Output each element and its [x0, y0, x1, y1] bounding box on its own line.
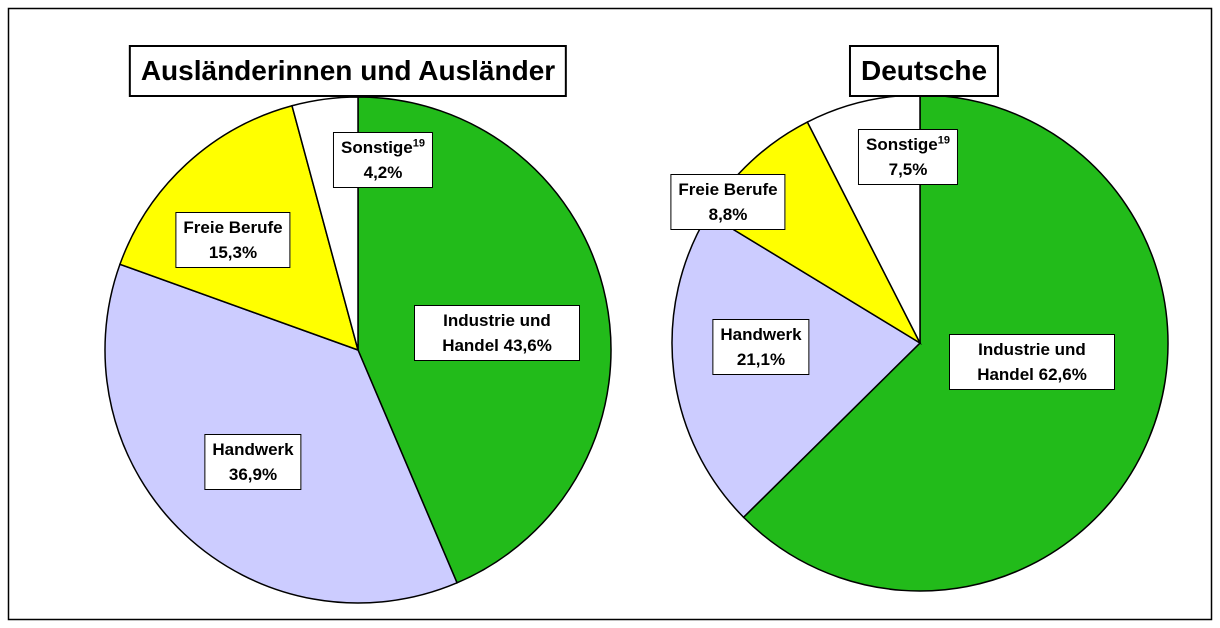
slice-label: Freie Berufe 8,8% — [670, 174, 786, 230]
slice-label: Industrie und Handel 62,6% — [949, 334, 1115, 390]
category-label: Sonstige — [340, 138, 413, 157]
chart-title: Deutsche — [848, 45, 1000, 97]
value-label: 8,8% — [708, 205, 748, 224]
category-label: Handwerk — [720, 325, 802, 344]
footnote-mark: 19 — [937, 134, 951, 147]
chart-title: Ausländerinnen und Ausländer — [128, 45, 568, 97]
category-label: Freie Berufe — [678, 180, 778, 199]
slice-label: Handwerk 21,1% — [712, 319, 810, 375]
value-label: 15,3% — [208, 243, 258, 262]
value-label: 4,2% — [363, 163, 403, 182]
slice-label: Sonstige19 4,2% — [332, 132, 434, 188]
slice-label: Sonstige19 7,5% — [857, 129, 959, 185]
value-label: 62,6% — [1038, 365, 1087, 384]
slice-label: Handwerk 36,9% — [204, 434, 302, 490]
category-label: Sonstige — [865, 135, 938, 154]
category-label: Industrie und Handel — [977, 340, 1086, 384]
value-label: 36,9% — [228, 465, 278, 484]
category-label: Industrie und Handel — [442, 311, 551, 355]
slice-label: Freie Berufe 15,3% — [175, 212, 291, 268]
footnote-mark: 19 — [412, 137, 426, 150]
value-label: 43,6% — [503, 336, 552, 355]
pie-slice — [104, 263, 459, 604]
value-label: 7,5% — [888, 160, 928, 179]
value-label: 21,1% — [736, 350, 786, 369]
category-label: Handwerk — [212, 440, 294, 459]
category-label: Freie Berufe — [183, 218, 283, 237]
slice-label: Industrie und Handel 43,6% — [414, 305, 580, 361]
